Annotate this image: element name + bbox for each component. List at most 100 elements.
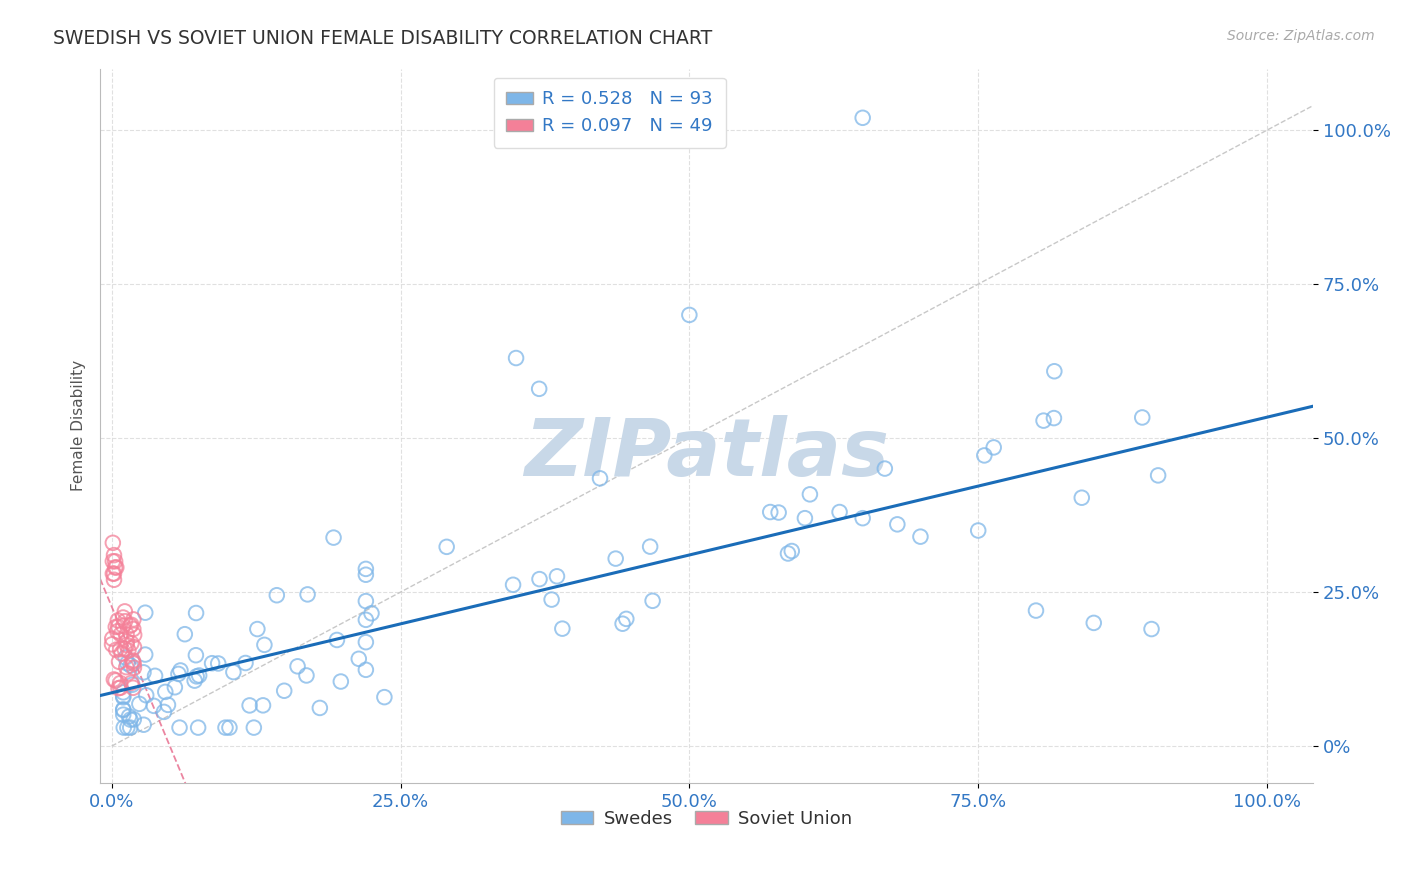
Point xyxy=(112,721,135,735)
Point xyxy=(143,669,166,683)
Point xyxy=(122,657,145,671)
Text: SWEDISH VS SOVIET UNION FEMALE DISABILITY CORRELATION CHART: SWEDISH VS SOVIET UNION FEMALE DISABILIT… xyxy=(53,29,713,47)
Point xyxy=(120,658,142,673)
Point xyxy=(551,622,574,636)
Point xyxy=(134,606,156,620)
Point xyxy=(128,697,150,711)
Point xyxy=(121,654,143,668)
Point xyxy=(103,548,125,562)
Point xyxy=(529,572,551,586)
Point xyxy=(101,554,124,568)
Point xyxy=(910,530,932,544)
Point xyxy=(167,667,190,681)
Point xyxy=(502,578,524,592)
Point xyxy=(218,721,240,735)
Point xyxy=(1032,414,1054,428)
Point xyxy=(589,471,612,485)
Point xyxy=(115,660,138,674)
Point xyxy=(546,569,568,583)
Point xyxy=(527,382,550,396)
Point xyxy=(273,683,295,698)
Point xyxy=(108,655,131,669)
Point xyxy=(614,612,637,626)
Point xyxy=(322,531,344,545)
Point xyxy=(120,676,142,690)
Point xyxy=(104,673,127,688)
Point xyxy=(103,673,125,687)
Point xyxy=(828,505,851,519)
Point xyxy=(169,721,191,735)
Point xyxy=(1043,411,1066,425)
Point xyxy=(983,441,1005,455)
Point xyxy=(246,622,269,636)
Point xyxy=(173,627,195,641)
Point xyxy=(188,668,211,682)
Point xyxy=(354,635,377,649)
Point xyxy=(105,624,128,639)
Point xyxy=(373,690,395,705)
Point xyxy=(117,721,139,735)
Point xyxy=(112,690,135,705)
Point xyxy=(118,709,141,723)
Point xyxy=(112,703,135,717)
Point xyxy=(886,517,908,532)
Point xyxy=(122,681,145,695)
Point xyxy=(110,676,132,690)
Point xyxy=(112,689,135,703)
Point xyxy=(117,657,139,671)
Point xyxy=(1130,410,1153,425)
Point xyxy=(135,688,157,702)
Point xyxy=(120,636,142,650)
Point xyxy=(122,622,145,636)
Point xyxy=(101,536,124,550)
Text: ZIPatlas: ZIPatlas xyxy=(524,416,889,493)
Point xyxy=(110,627,132,641)
Point xyxy=(207,657,229,671)
Point xyxy=(354,567,377,582)
Point xyxy=(122,612,145,626)
Point xyxy=(107,620,129,634)
Point xyxy=(768,506,790,520)
Point xyxy=(214,721,236,735)
Point xyxy=(347,652,370,666)
Point xyxy=(201,657,224,671)
Point xyxy=(297,587,319,601)
Point xyxy=(505,351,527,365)
Point xyxy=(243,721,266,735)
Point xyxy=(101,632,124,646)
Point xyxy=(253,638,276,652)
Point xyxy=(759,505,782,519)
Point xyxy=(121,678,143,692)
Point xyxy=(155,685,177,699)
Point xyxy=(120,713,142,727)
Point xyxy=(105,560,128,574)
Point xyxy=(1147,468,1170,483)
Point xyxy=(132,665,155,680)
Point xyxy=(163,680,186,694)
Point xyxy=(105,642,128,657)
Point xyxy=(1140,622,1163,636)
Point xyxy=(354,562,377,576)
Point xyxy=(799,487,821,501)
Point xyxy=(852,111,875,125)
Point xyxy=(101,637,124,651)
Point xyxy=(1070,491,1092,505)
Point xyxy=(112,610,135,624)
Point xyxy=(184,606,207,620)
Point xyxy=(114,614,136,628)
Point xyxy=(120,721,142,735)
Point xyxy=(103,566,125,581)
Point xyxy=(110,681,132,695)
Point xyxy=(142,698,165,713)
Point xyxy=(132,717,155,731)
Point xyxy=(266,588,288,602)
Point xyxy=(115,634,138,648)
Point xyxy=(973,449,995,463)
Point xyxy=(329,674,352,689)
Point xyxy=(360,607,382,621)
Point xyxy=(122,640,145,655)
Point xyxy=(235,656,257,670)
Point xyxy=(110,646,132,660)
Point xyxy=(678,308,700,322)
Point xyxy=(187,721,209,735)
